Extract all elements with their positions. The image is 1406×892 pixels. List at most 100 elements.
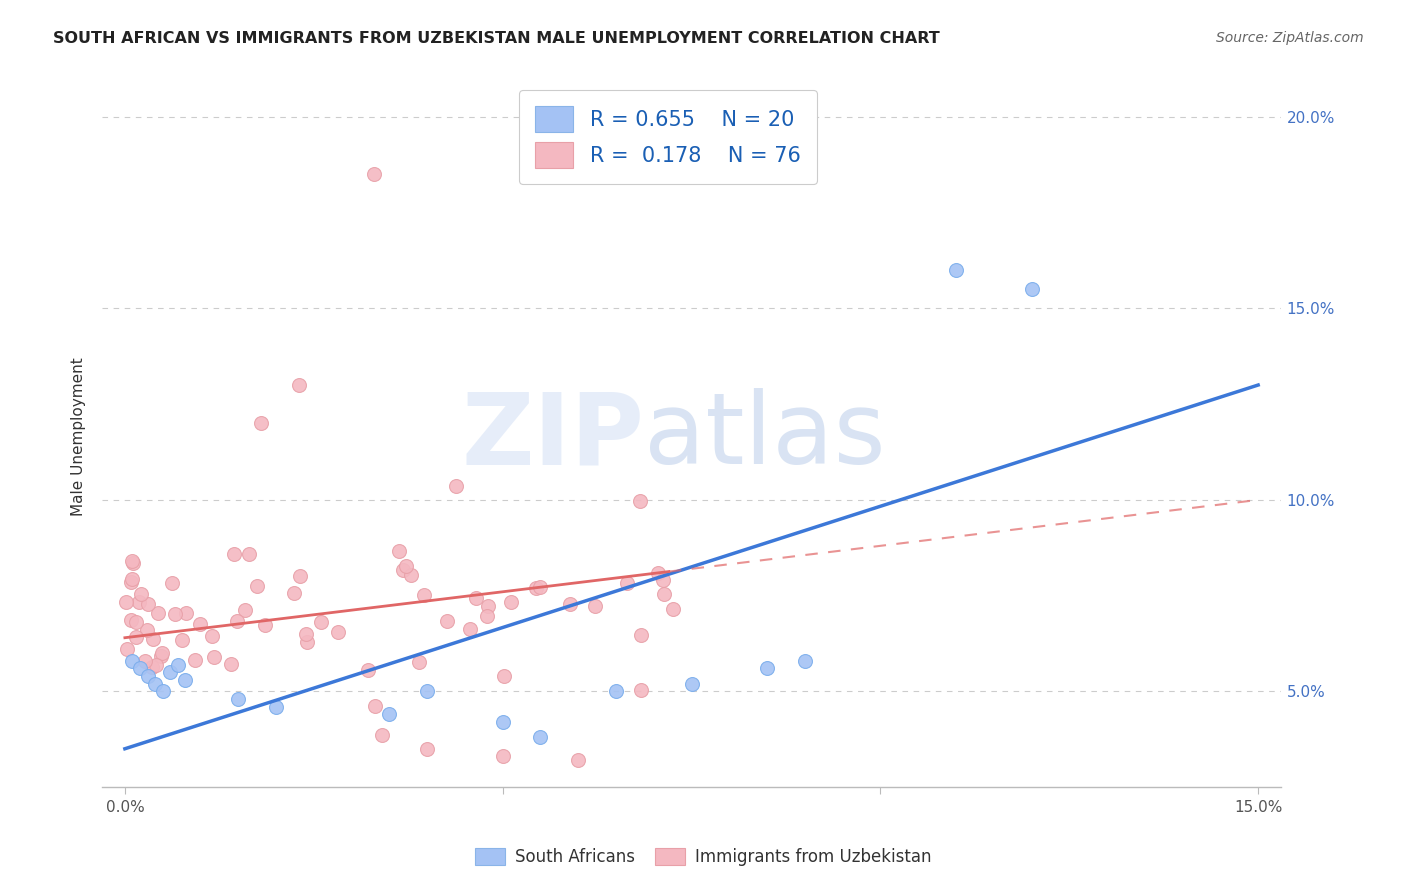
Point [129, 661, 152, 675]
Point [188, 617, 211, 632]
Point [309, 615, 332, 630]
Point [477, 608, 499, 623]
Point [141, 632, 163, 646]
Legend: South Africans, Immigrants from Uzbekistan: South Africans, Immigrants from Uzbekist… [468, 841, 938, 873]
Point [492, 668, 515, 682]
Point [200, 629, 222, 643]
Point [136, 623, 159, 637]
Point [145, 657, 167, 672]
Legend: R = 0.655    N = 20, R =  0.178    N = 76: R = 0.655 N = 20, R = 0.178 N = 76 [519, 90, 817, 185]
Point [120, 613, 142, 627]
Point [364, 699, 387, 714]
Point [416, 684, 439, 698]
Point [121, 654, 143, 668]
Point [172, 632, 194, 647]
Point [152, 684, 174, 698]
Point [134, 654, 156, 668]
Text: SOUTH AFRICAN VS IMMIGRANTS FROM UZBEKISTAN MALE UNEMPLOYMENT CORRELATION CHART: SOUTH AFRICAN VS IMMIGRANTS FROM UZBEKIS… [53, 31, 941, 46]
Point [388, 543, 411, 558]
Point [121, 572, 143, 586]
Point [491, 714, 513, 729]
Point [114, 595, 136, 609]
Point [120, 574, 142, 589]
Point [204, 649, 226, 664]
Point [408, 656, 430, 670]
Point [283, 586, 305, 600]
Point [529, 731, 551, 745]
Point [793, 654, 815, 668]
Point [160, 576, 183, 591]
Point [184, 653, 207, 667]
Point [465, 591, 488, 606]
Point [412, 588, 434, 602]
Point [238, 547, 260, 561]
Point [150, 646, 173, 660]
Point [166, 657, 188, 672]
Point [297, 635, 319, 649]
Point [136, 597, 159, 611]
Point [226, 615, 249, 629]
Point [444, 479, 467, 493]
Point [371, 728, 394, 742]
Point [630, 627, 652, 641]
Point [159, 665, 181, 680]
Point [224, 547, 246, 561]
Point [356, 664, 378, 678]
Point [125, 630, 148, 644]
Point [136, 669, 159, 683]
Point [1021, 282, 1043, 296]
Point [254, 618, 277, 632]
Text: atlas: atlas [644, 388, 886, 485]
Point [583, 599, 606, 614]
Point [652, 573, 675, 587]
Point [681, 676, 703, 690]
Text: Source: ZipAtlas.com: Source: ZipAtlas.com [1216, 31, 1364, 45]
Point [945, 263, 967, 277]
Point [141, 660, 163, 674]
Point [524, 581, 547, 595]
Point [630, 683, 652, 698]
Point [250, 417, 273, 431]
Point [143, 676, 166, 690]
Point [174, 606, 197, 620]
Point [605, 684, 627, 698]
Point [628, 494, 651, 508]
Point [233, 602, 256, 616]
Point [756, 661, 779, 675]
Point [149, 649, 172, 664]
Point [416, 741, 439, 756]
Point [647, 566, 669, 581]
Point [501, 594, 523, 608]
Point [288, 568, 311, 582]
Point [395, 559, 418, 574]
Point [652, 587, 675, 601]
Point [436, 614, 458, 628]
Point [264, 699, 287, 714]
Point [558, 597, 581, 611]
Point [363, 168, 385, 182]
Point [121, 554, 143, 568]
Point [616, 575, 638, 590]
Point [529, 580, 551, 594]
Point [378, 707, 401, 722]
Point [129, 586, 152, 600]
Point [174, 673, 197, 687]
Text: ZIP: ZIP [461, 388, 644, 485]
Point [122, 556, 145, 570]
Point [246, 579, 269, 593]
Point [146, 606, 169, 620]
Point [128, 595, 150, 609]
Y-axis label: Male Unemployment: Male Unemployment [72, 358, 86, 516]
Point [458, 622, 481, 636]
Point [567, 753, 589, 767]
Point [491, 749, 513, 764]
Point [392, 563, 415, 577]
Point [219, 657, 242, 672]
Point [163, 607, 186, 621]
Point [125, 615, 148, 629]
Point [326, 624, 349, 639]
Point [662, 602, 685, 616]
Point [295, 627, 318, 641]
Point [226, 692, 249, 706]
Point [287, 378, 309, 392]
